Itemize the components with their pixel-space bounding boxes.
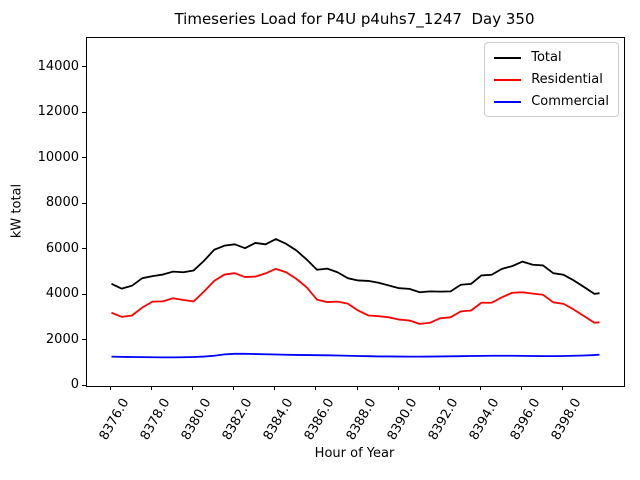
x-tick-label: 8380.0: [178, 396, 215, 443]
commercial-line-sample: [494, 100, 522, 103]
x-tick-label: 8394.0: [466, 396, 503, 443]
y-tick-label: 0: [70, 377, 79, 392]
legend-item-total: Total: [494, 50, 609, 65]
chart-title: Timeseries Load for P4U p4uhs7_1247 Day …: [174, 10, 535, 28]
x-tick-label: 8378.0: [137, 396, 174, 443]
y-tick-label: 6000: [45, 240, 79, 256]
legend-item-residential: Residential: [494, 72, 609, 87]
x-tick-label: 8384.0: [261, 396, 297, 443]
x-tick-label: 8398.0: [548, 396, 585, 443]
y-tick-label: 14000: [37, 58, 79, 74]
y-tick-label: 10000: [37, 149, 79, 165]
legend: Total Residential Commercial: [484, 42, 619, 117]
legend-label-commercial: Commercial: [531, 94, 609, 109]
legend-label-total: Total: [531, 50, 562, 65]
y-tick-label: 8000: [45, 195, 79, 211]
y-axis-label: kW total: [9, 183, 25, 239]
x-tick-label: 8386.0: [302, 396, 338, 443]
y-tick-label: 4000: [45, 286, 79, 302]
y-tick-label: 12000: [37, 104, 79, 120]
legend-label-residential: Residential: [531, 72, 603, 87]
x-tick-label: 8376.0: [96, 396, 133, 443]
x-tick-label: 8396.0: [507, 396, 544, 443]
residential-line: [111, 267, 600, 325]
x-axis-label: Hour of Year: [314, 446, 395, 461]
legend-item-commercial: Commercial: [494, 94, 609, 109]
x-tick-label: 8390.0: [384, 396, 421, 443]
x-tick-label: 8382.0: [220, 396, 256, 443]
total-line-sample: [494, 56, 522, 59]
total-line: [111, 238, 600, 295]
y-tick-label: 2000: [45, 331, 79, 347]
x-tick-label: 8392.0: [425, 396, 462, 443]
x-tick-label: 8388.0: [343, 396, 380, 443]
residential-line-sample: [494, 78, 522, 81]
plot-area: Total Residential Commercial: [86, 37, 625, 387]
chart-canvas: [111, 238, 600, 359]
commercial-line: [111, 352, 600, 359]
